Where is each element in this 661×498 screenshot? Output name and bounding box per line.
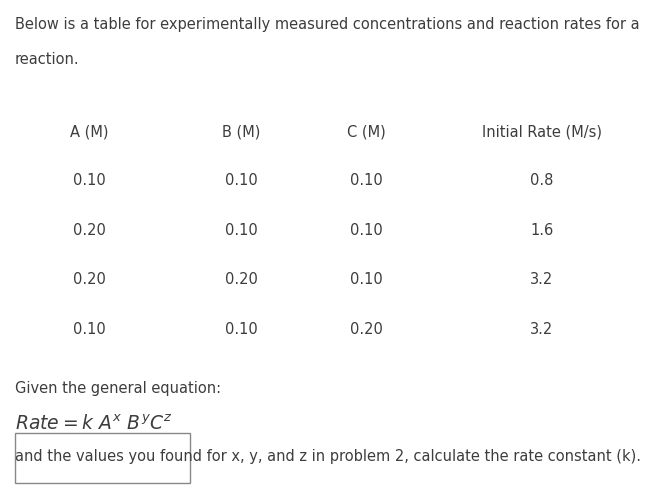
Text: Initial Rate (M/s): Initial Rate (M/s) (482, 124, 602, 139)
Text: 0.10: 0.10 (350, 173, 383, 188)
Text: 0.20: 0.20 (350, 322, 383, 337)
Text: 0.10: 0.10 (225, 322, 258, 337)
Text: 0.10: 0.10 (225, 173, 258, 188)
Text: $\it{Rate} = \it{k}\ \it{A}^{\it{x}}\ \it{B}^{\it{y}}\it{C}^{\it{z}}$: $\it{Rate} = \it{k}\ \it{A}^{\it{x}}\ \i… (15, 415, 173, 434)
FancyBboxPatch shape (15, 433, 190, 483)
Text: 3.2: 3.2 (530, 272, 554, 287)
Text: 0.20: 0.20 (73, 272, 106, 287)
Text: 1.6: 1.6 (530, 223, 554, 238)
Text: Below is a table for experimentally measured concentrations and reaction rates f: Below is a table for experimentally meas… (15, 17, 639, 32)
Text: 0.10: 0.10 (73, 173, 106, 188)
Text: A (M): A (M) (70, 124, 108, 139)
Text: 0.10: 0.10 (225, 223, 258, 238)
Text: 0.20: 0.20 (225, 272, 258, 287)
Text: 0.8: 0.8 (530, 173, 554, 188)
Text: Given the general equation:: Given the general equation: (15, 381, 221, 396)
Text: 0.10: 0.10 (350, 272, 383, 287)
Text: C (M): C (M) (348, 124, 386, 139)
Text: 0.20: 0.20 (73, 223, 106, 238)
Text: 0.10: 0.10 (350, 223, 383, 238)
Text: reaction.: reaction. (15, 52, 79, 67)
Text: 0.10: 0.10 (73, 322, 106, 337)
Text: B (M): B (M) (222, 124, 260, 139)
Text: 3.2: 3.2 (530, 322, 554, 337)
Text: and the values you found for x, y, and z in problem 2, calculate the rate consta: and the values you found for x, y, and z… (15, 449, 641, 464)
